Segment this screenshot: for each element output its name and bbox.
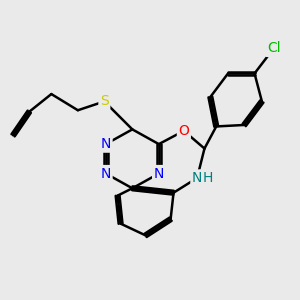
Text: N: N	[154, 167, 164, 181]
Text: N: N	[100, 167, 111, 181]
Text: Cl: Cl	[267, 41, 280, 56]
Text: H: H	[203, 171, 214, 185]
Text: S: S	[100, 94, 109, 108]
Text: O: O	[178, 124, 189, 138]
Text: N: N	[192, 171, 202, 185]
Text: N: N	[100, 137, 111, 151]
